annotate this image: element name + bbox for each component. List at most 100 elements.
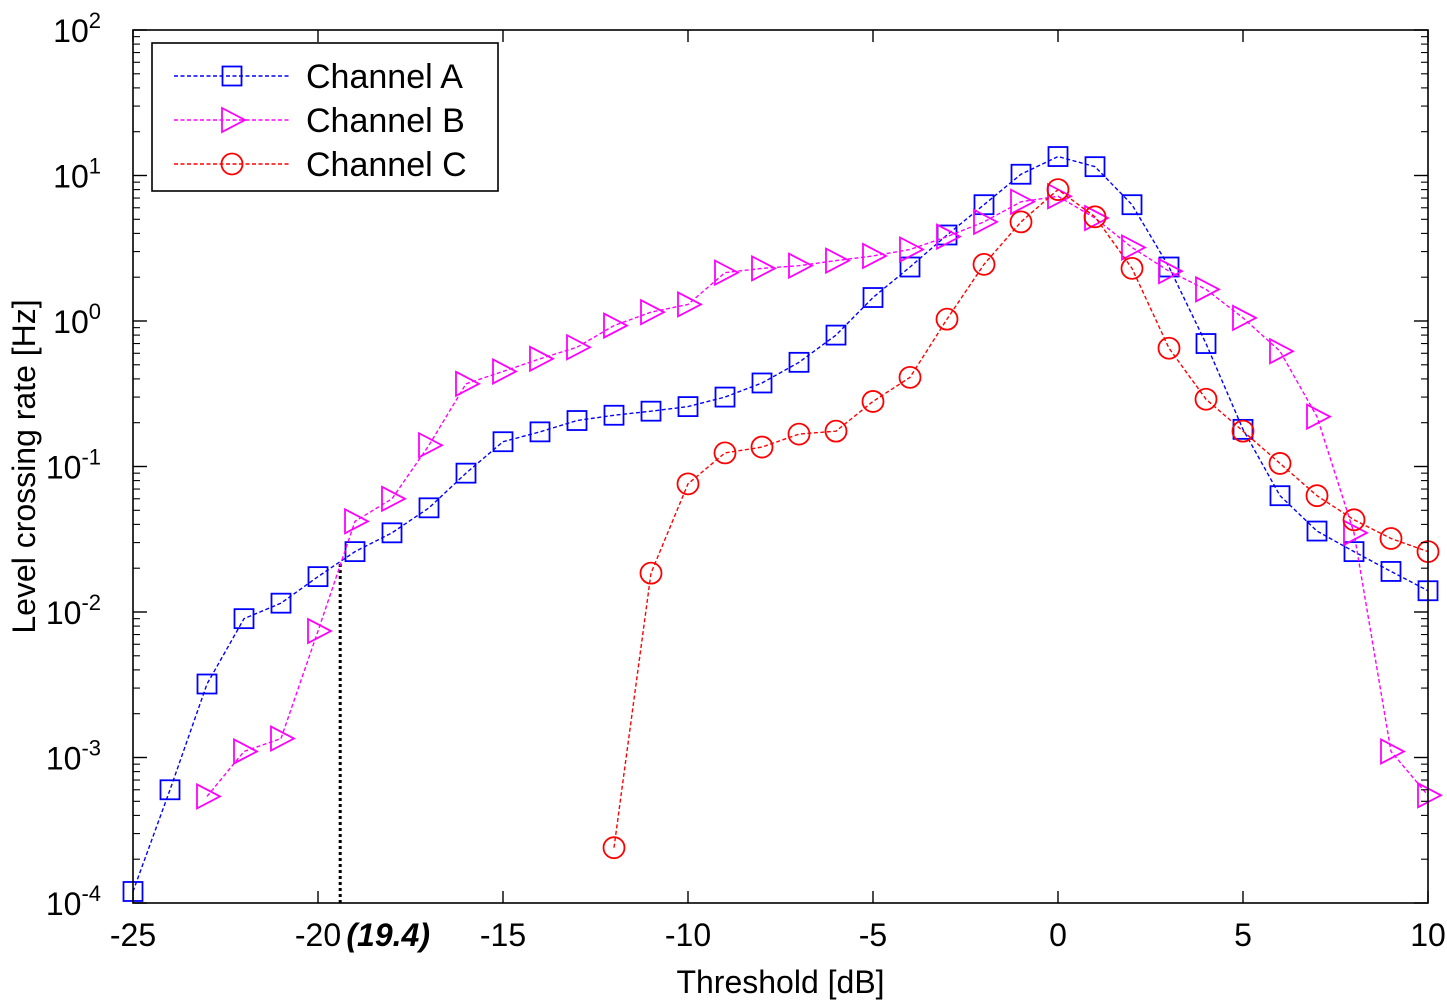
data-point [381,522,403,544]
data-point [1343,541,1365,563]
data-point [418,431,444,459]
data-point [640,298,666,326]
data-point [1195,333,1217,354]
data-point [566,333,592,361]
x-tick-label: -15 [480,917,526,953]
x-tick-label: 5 [1234,917,1252,953]
series-layer [122,146,1443,902]
data-point [1305,484,1329,508]
data-point [1306,403,1332,431]
data-point [1083,205,1107,229]
data-point [455,462,477,484]
data-point [825,324,847,346]
data-point [973,208,999,236]
x-tick-label: -20 [295,917,341,953]
data-point [1343,519,1369,547]
data-point [221,65,243,87]
data-point [862,242,888,270]
data-point [1195,275,1221,303]
y-tick-label: 10-4 [46,881,101,922]
data-point [1269,485,1291,507]
x-tick-label: 10 [1410,917,1446,953]
data-point [196,782,222,810]
data-point [899,236,925,263]
data-point [307,566,329,588]
data-point [455,370,481,398]
data-point [492,357,518,385]
data-point [1157,336,1181,360]
data-point [714,259,740,287]
data-point [1120,256,1144,280]
data-point [1232,304,1258,332]
x-tick-label: -10 [665,917,711,953]
data-point [529,421,551,443]
data-point [935,307,959,331]
series-line [613,188,1429,848]
data-point [220,152,244,176]
data-point [233,608,255,630]
data-point [639,561,663,585]
data-point [344,507,370,535]
data-point [1231,419,1255,443]
data-point [492,431,514,453]
data-point [751,372,773,394]
data-point [307,617,333,645]
data-point [1121,234,1147,261]
data-point [824,419,848,443]
legend-label: Channel A [306,58,463,96]
data-point [233,737,259,765]
data-point [1269,337,1295,365]
data-point [677,290,703,318]
tick-label-layer: -25 -20 -15 -10 -5 0 5 10 10-4 10-3 10-2 10-1 100 101… [46,8,1446,953]
annotation-layer: (19.4) [338,562,430,953]
data-point [640,400,662,422]
data-point [676,472,700,496]
threshold-marker-label: (19.4) [346,917,430,953]
data-point [713,441,737,465]
x-tick-label: 0 [1049,917,1067,953]
y-tick-label: 10-2 [46,590,101,631]
series-channel-c [602,178,1440,860]
data-point [418,497,440,519]
legend-box [151,42,499,192]
tick-layer [132,29,1429,904]
y-tick-label: 101 [53,154,101,195]
data-point [270,725,296,753]
data-point [1417,781,1443,809]
y-tick-label: 100 [53,299,101,340]
data-point [221,106,247,134]
data-point [1046,178,1070,202]
data-point [862,287,884,308]
y-tick-label: 102 [53,8,101,49]
data-point [1047,182,1073,210]
data-point [381,485,407,513]
data-point [787,422,811,446]
data-point [1379,527,1403,550]
data-point [1010,163,1032,185]
data-point [714,386,736,408]
data-point [972,252,996,276]
series-line [132,155,1429,892]
data-point [677,396,699,418]
legend-entry: Channel C [174,146,467,184]
series-line [206,195,1429,797]
data-point [788,351,810,373]
data-point [750,435,774,459]
data-point [1084,156,1106,178]
legend-label: Channel C [306,146,467,184]
data-point [1009,210,1033,234]
data-point [936,223,962,251]
data-point [1380,737,1406,765]
data-point [861,390,885,413]
data-point [751,254,777,282]
series-channel-b [196,182,1443,810]
data-point [159,779,181,801]
data-point [1342,508,1366,532]
legend-label: Channel B [306,102,465,140]
data-point [566,410,588,431]
data-point [899,256,921,278]
x-tick-label: -5 [859,917,887,953]
legend-entry: Channel B [174,102,465,140]
data-point [1380,561,1402,582]
